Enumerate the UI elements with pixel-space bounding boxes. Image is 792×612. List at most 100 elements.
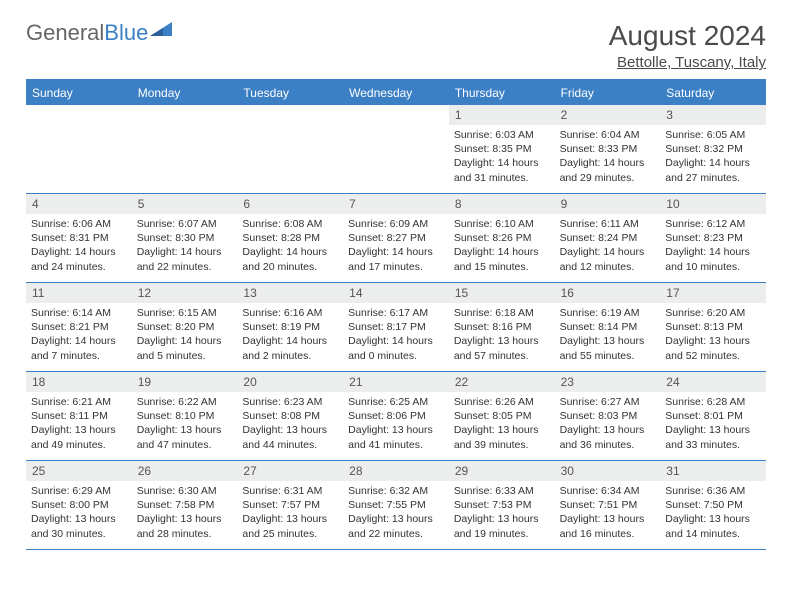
daylight-text: Daylight: 14 hours and 15 minutes. — [454, 245, 550, 273]
day-cell: 11 Sunrise: 6:14 AMSunset: 8:21 PMDayligh… — [26, 283, 132, 371]
day-sun-info: Sunrise: 6:16 AMSunset: 8:19 PMDaylight:… — [242, 306, 338, 363]
sunrise-text: Sunrise: 6:22 AM — [137, 395, 233, 409]
sunset-text: Sunset: 8:23 PM — [665, 231, 761, 245]
daylight-text: Daylight: 13 hours and 14 minutes. — [665, 512, 761, 540]
day-cell: 25Sunrise: 6:29 AMSunset: 8:00 PMDayligh… — [26, 461, 132, 549]
sunset-text: Sunset: 8:31 PM — [31, 231, 127, 245]
day-cell: 4Sunrise: 6:06 AMSunset: 8:31 PMDaylight… — [26, 194, 132, 282]
sunset-text: Sunset: 8:24 PM — [560, 231, 656, 245]
dow-header: Saturday — [660, 81, 766, 105]
day-cell — [132, 105, 238, 193]
day-sun-info: Sunrise: 6:07 AMSunset: 8:30 PMDaylight:… — [137, 217, 233, 274]
day-sun-info: Sunrise: 6:20 AMSunset: 8:13 PMDaylight:… — [665, 306, 761, 363]
sunset-text: Sunset: 8:10 PM — [137, 409, 233, 423]
day-number: 24 — [660, 372, 766, 392]
dow-header: Wednesday — [343, 81, 449, 105]
daylight-text: Daylight: 14 hours and 27 minutes. — [665, 156, 761, 184]
logo-text-2: Blue — [104, 20, 148, 46]
sunset-text: Sunset: 8:00 PM — [31, 498, 127, 512]
sunset-text: Sunset: 8:14 PM — [560, 320, 656, 334]
logo-text-1: General — [26, 20, 104, 46]
day-number: 13 — [237, 283, 343, 303]
day-sun-info: Sunrise: 6:05 AMSunset: 8:32 PMDaylight:… — [665, 128, 761, 185]
daylight-text: Daylight: 14 hours and 5 minutes. — [137, 334, 233, 362]
dow-header-row: SundayMondayTuesdayWednesdayThursdayFrid… — [26, 81, 766, 105]
daylight-text: Daylight: 13 hours and 52 minutes. — [665, 334, 761, 362]
day-number: 4 — [26, 194, 132, 214]
day-number: 11 — [26, 283, 132, 303]
dow-header: Friday — [555, 81, 661, 105]
day-sun-info: Sunrise: 6:23 AMSunset: 8:08 PMDaylight:… — [242, 395, 338, 452]
day-sun-info: Sunrise: 6:08 AMSunset: 8:28 PMDaylight:… — [242, 217, 338, 274]
sunset-text: Sunset: 8:28 PM — [242, 231, 338, 245]
sunrise-text: Sunrise: 6:30 AM — [137, 484, 233, 498]
day-cell: 15Sunrise: 6:18 AMSunset: 8:16 PMDayligh… — [449, 283, 555, 371]
day-number: 12 — [132, 283, 238, 303]
day-sun-info: Sunrise: 6:28 AMSunset: 8:01 PMDaylight:… — [665, 395, 761, 452]
daylight-text: Daylight: 14 hours and 20 minutes. — [242, 245, 338, 273]
sunset-text: Sunset: 7:58 PM — [137, 498, 233, 512]
daylight-text: Daylight: 13 hours and 47 minutes. — [137, 423, 233, 451]
daylight-text: Daylight: 13 hours and 39 minutes. — [454, 423, 550, 451]
day-cell: 23 Sunrise: 6:27 AMSunset: 8:03 PMDayligh… — [555, 372, 661, 460]
daylight-text: Daylight: 13 hours and 16 minutes. — [560, 512, 656, 540]
day-sun-info: Sunrise: 6:26 AMSunset: 8:05 PMDaylight:… — [454, 395, 550, 452]
day-cell: 2 Sunrise: 6:04 AMSunset: 8:33 PMDaylight… — [555, 105, 661, 193]
day-sun-info: Sunrise: 6:30 AMSunset: 7:58 PMDaylight:… — [137, 484, 233, 541]
day-sun-info: Sunrise: 6:27 AMSunset: 8:03 PMDaylight:… — [560, 395, 656, 452]
daylight-text: Daylight: 14 hours and 0 minutes. — [348, 334, 444, 362]
day-cell: 24 Sunrise: 6:28 AMSunset: 8:01 PMDayligh… — [660, 372, 766, 460]
day-number: 21 — [343, 372, 449, 392]
day-cell: 30Sunrise: 6:34 AMSunset: 7:51 PMDayligh… — [555, 461, 661, 549]
day-cell: 3 Sunrise: 6:05 AMSunset: 8:32 PMDaylight… — [660, 105, 766, 193]
day-cell: 12Sunrise: 6:15 AMSunset: 8:20 PMDayligh… — [132, 283, 238, 371]
day-number: 3 — [660, 105, 766, 125]
sunrise-text: Sunrise: 6:14 AM — [31, 306, 127, 320]
day-number: 14 — [343, 283, 449, 303]
sunset-text: Sunset: 8:11 PM — [31, 409, 127, 423]
sunrise-text: Sunrise: 6:29 AM — [31, 484, 127, 498]
day-sun-info: Sunrise: 6:14 AMSunset: 8:21 PMDaylight:… — [31, 306, 127, 363]
week-row: 4 Sunrise: 6:06 AMSunset: 8:31 PM Daylight… — [26, 194, 766, 283]
week-row: 1Sunrise: 6:03 AMSunset: 8:35 PMDaylight… — [26, 105, 766, 194]
day-number: 25 — [26, 461, 132, 481]
day-sun-info: Sunrise: 6:04 AMSunset: 8:33 PMDaylight:… — [560, 128, 656, 185]
day-sun-info: Sunrise: 6:33 AMSunset: 7:53 PMDaylight:… — [454, 484, 550, 541]
day-number: 19 — [132, 372, 238, 392]
day-cell: 13 Sunrise: 6:16 AMSunset: 8:19 PMDayligh… — [237, 283, 343, 371]
day-number: 2 — [555, 105, 661, 125]
day-sun-info: Sunrise: 6:09 AMSunset: 8:27 PMDaylight:… — [348, 217, 444, 274]
day-cell: 18Sunrise: 6:21 AMSunset: 8:11 PMDayligh… — [26, 372, 132, 460]
daylight-text: Daylight: 14 hours and 31 minutes. — [454, 156, 550, 184]
day-sun-info: Sunrise: 6:25 AMSunset: 8:06 PMDaylight:… — [348, 395, 444, 452]
sunrise-text: Sunrise: 6:08 AM — [242, 217, 338, 231]
day-number — [26, 105, 132, 111]
day-sun-info: Sunrise: 6:32 AMSunset: 7:55 PMDaylight:… — [348, 484, 444, 541]
sunrise-text: Sunrise: 6:09 AM — [348, 217, 444, 231]
day-cell: 31Sunrise: 6:36 AMSunset: 7:50 PMDayligh… — [660, 461, 766, 549]
day-number: 7 — [343, 194, 449, 214]
sunset-text: Sunset: 8:27 PM — [348, 231, 444, 245]
day-cell: 22Sunrise: 6:26 AMSunset: 8:05 PMDayligh… — [449, 372, 555, 460]
day-cell — [26, 105, 132, 193]
sunrise-text: Sunrise: 6:19 AM — [560, 306, 656, 320]
calendar-page: GeneralBlue August 2024 Bettolle, Tuscan… — [0, 0, 792, 560]
day-sun-info: Sunrise: 6:19 AMSunset: 8:14 PMDaylight:… — [560, 306, 656, 363]
sunrise-text: Sunrise: 6:06 AM — [31, 217, 127, 231]
day-sun-info: Sunrise: 6:36 AMSunset: 7:50 PMDaylight:… — [665, 484, 761, 541]
sunrise-text: Sunrise: 6:31 AM — [242, 484, 338, 498]
sunset-text: Sunset: 8:19 PM — [242, 320, 338, 334]
day-number — [343, 105, 449, 111]
day-sun-info: Sunrise: 6:11 AMSunset: 8:24 PMDaylight:… — [560, 217, 656, 274]
sunrise-text: Sunrise: 6:12 AM — [665, 217, 761, 231]
sunset-text: Sunset: 7:57 PM — [242, 498, 338, 512]
day-number: 29 — [449, 461, 555, 481]
day-sun-info: Sunrise: 6:34 AMSunset: 7:51 PMDaylight:… — [560, 484, 656, 541]
day-sun-info: Sunrise: 6:31 AMSunset: 7:57 PMDaylight:… — [242, 484, 338, 541]
day-number: 23 — [555, 372, 661, 392]
week-row: 18Sunrise: 6:21 AMSunset: 8:11 PMDayligh… — [26, 372, 766, 461]
daylight-text: Daylight: 14 hours and 17 minutes. — [348, 245, 444, 273]
day-cell: 1Sunrise: 6:03 AMSunset: 8:35 PMDaylight… — [449, 105, 555, 193]
daylight-text: Daylight: 14 hours and 7 minutes. — [31, 334, 127, 362]
day-cell: 29 Sunrise: 6:33 AMSunset: 7:53 PMDayligh… — [449, 461, 555, 549]
